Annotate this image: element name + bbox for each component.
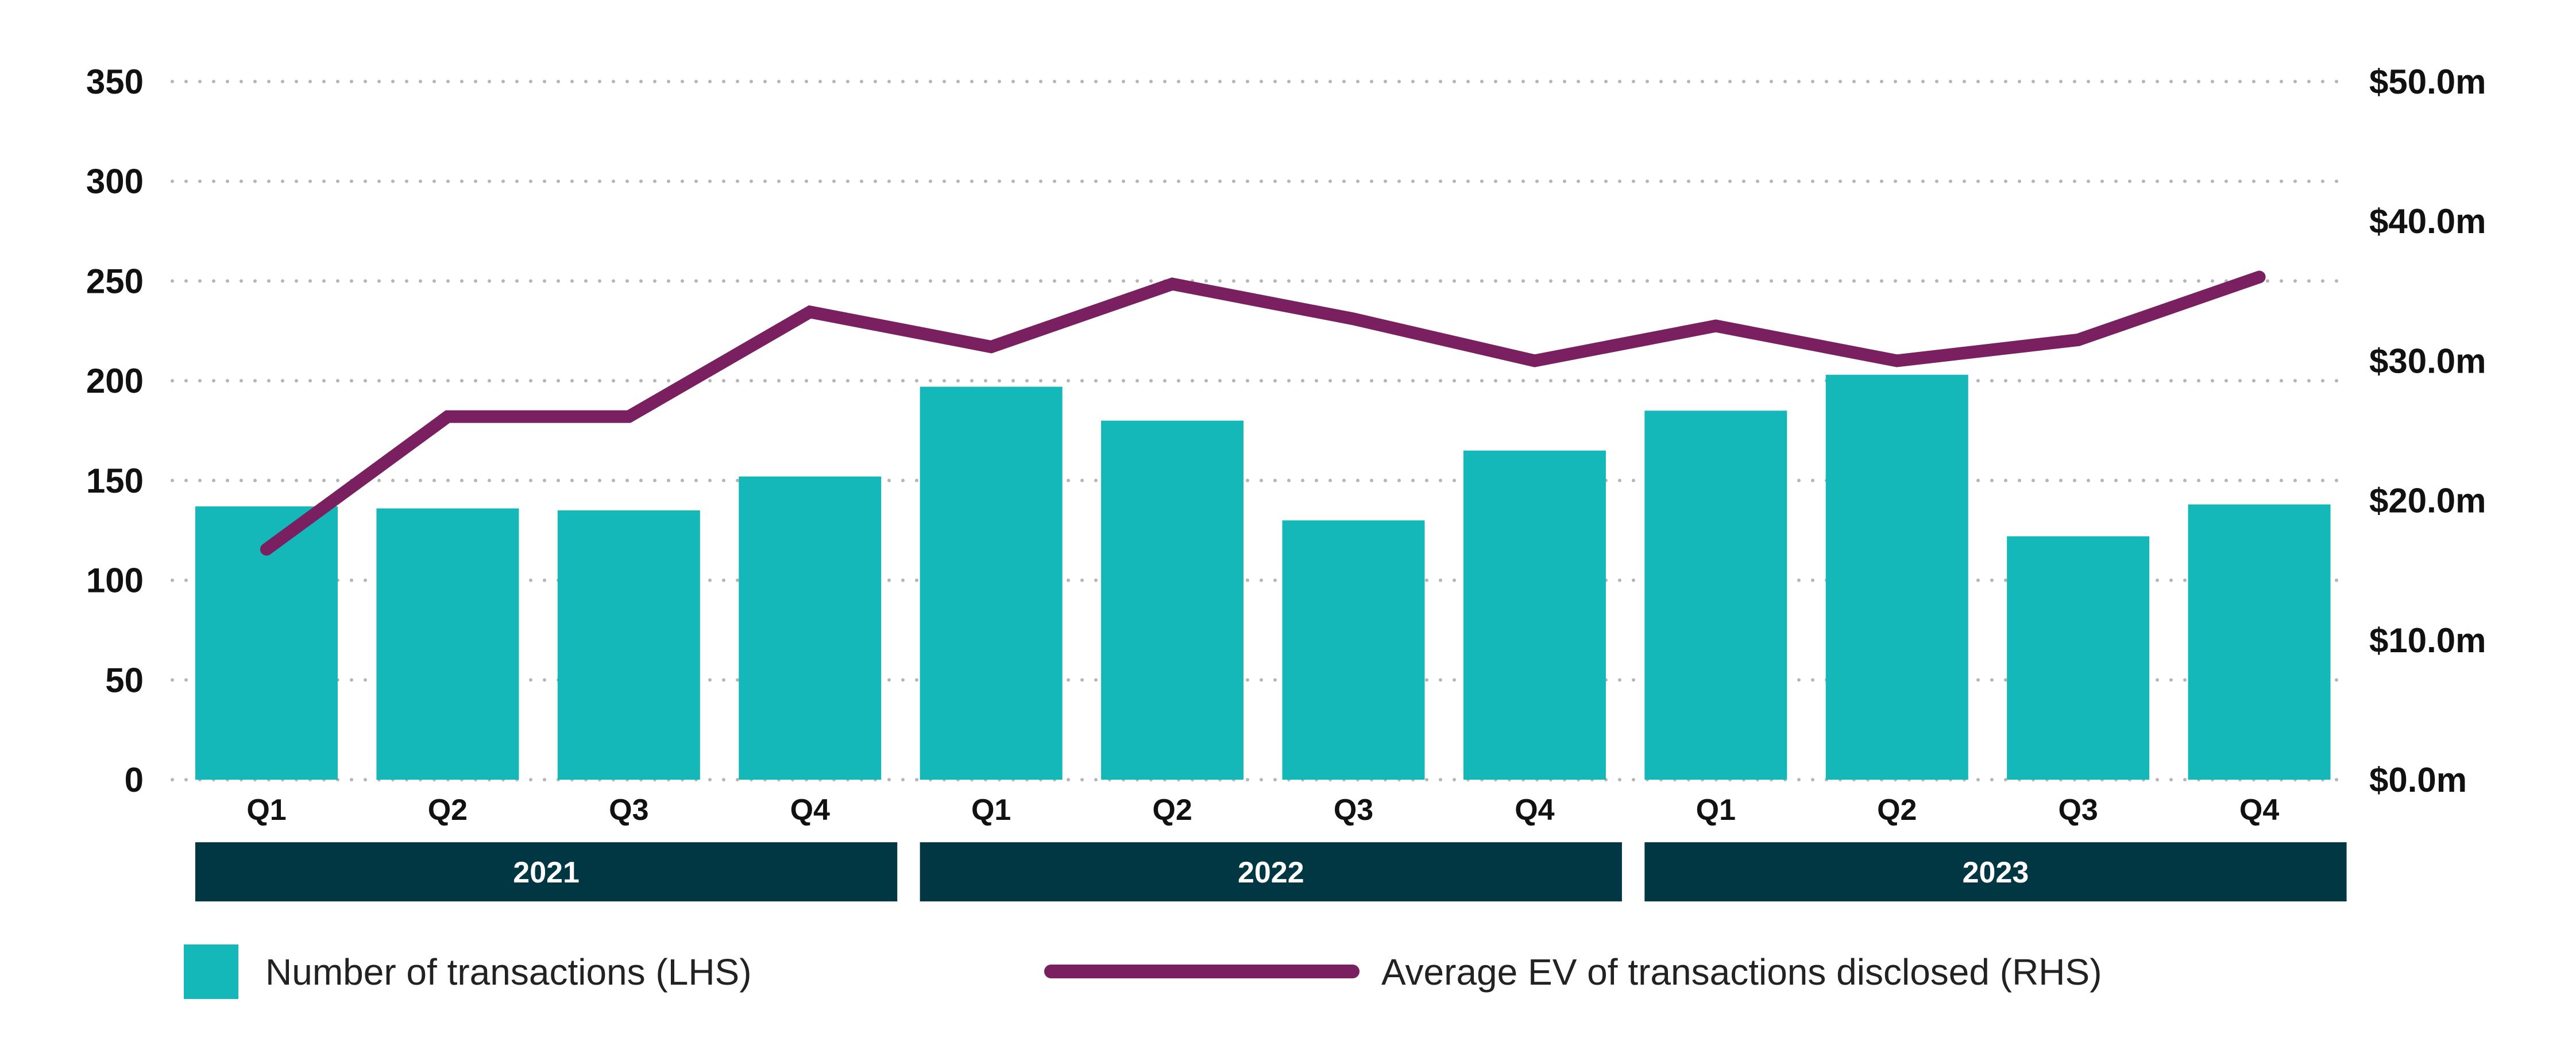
bar xyxy=(2007,536,2150,780)
category-label: Q1 xyxy=(246,793,286,827)
category-label: Q1 xyxy=(1696,793,1736,827)
bar xyxy=(376,508,519,780)
bar-series xyxy=(195,374,2331,780)
category-label: Q1 xyxy=(971,793,1011,827)
left-tick-label: 350 xyxy=(86,63,144,101)
category-label: Q4 xyxy=(1515,793,1554,827)
bar xyxy=(920,386,1063,780)
gridlines xyxy=(171,80,2342,781)
legend: Number of transactions (LHS) Average EV o… xyxy=(184,944,2102,999)
year-label: 2023 xyxy=(1963,856,2029,889)
left-tick-label: 300 xyxy=(86,162,144,201)
bar xyxy=(739,476,882,780)
x-axis-categories: Q1 Q2 Q3 Q4 Q1 Q2 Q3 Q4 Q1 Q2 Q3 Q4 xyxy=(246,793,2279,827)
legend-label-bar: Number of transactions (LHS) xyxy=(265,951,752,993)
left-tick-label: 50 xyxy=(105,661,144,699)
category-label: Q3 xyxy=(2058,793,2098,827)
bar xyxy=(1282,520,1425,780)
year-label: 2022 xyxy=(1238,856,1304,889)
category-label: Q3 xyxy=(609,793,648,827)
left-tick-label: 150 xyxy=(86,462,144,500)
category-label: Q4 xyxy=(790,793,830,827)
x-axis-year-groups: 2021 2022 2023 xyxy=(195,842,2347,901)
category-label: Q2 xyxy=(1152,793,1192,827)
left-tick-label: 0 xyxy=(125,761,144,799)
right-tick-label: $40.0m xyxy=(2369,202,2486,241)
right-tick-label: $0.0m xyxy=(2369,761,2467,799)
left-tick-label: 250 xyxy=(86,262,144,300)
year-band xyxy=(195,842,898,901)
left-tick-label: 200 xyxy=(86,362,144,400)
line-series xyxy=(260,270,2266,556)
legend-label-line: Average EV of transactions disclosed (RH… xyxy=(1381,951,2102,993)
category-label: Q2 xyxy=(428,793,468,827)
legend-swatch-bar xyxy=(184,944,238,999)
right-tick-label: $50.0m xyxy=(2369,63,2486,101)
category-label: Q2 xyxy=(1877,793,1917,827)
left-tick-label: 100 xyxy=(86,562,144,600)
right-tick-label: $10.0m xyxy=(2369,621,2486,660)
year-band xyxy=(920,842,1622,901)
right-axis: $0.0m $10.0m $20.0m $30.0m $40.0m $50.0m xyxy=(2369,63,2486,799)
right-tick-label: $20.0m xyxy=(2369,482,2486,520)
year-label: 2021 xyxy=(513,856,580,889)
bar xyxy=(1463,450,1606,780)
bar xyxy=(1101,420,1244,780)
bar xyxy=(1644,411,1787,780)
left-axis: 0 50 100 150 200 250 300 350 xyxy=(86,63,144,799)
bar xyxy=(1825,374,1968,780)
right-tick-label: $30.0m xyxy=(2369,342,2486,380)
bar xyxy=(2188,504,2331,780)
line-path xyxy=(260,270,2266,556)
category-label: Q3 xyxy=(1334,793,1373,827)
bar xyxy=(557,510,700,780)
category-label: Q4 xyxy=(2239,793,2279,827)
year-band xyxy=(1644,842,2347,901)
